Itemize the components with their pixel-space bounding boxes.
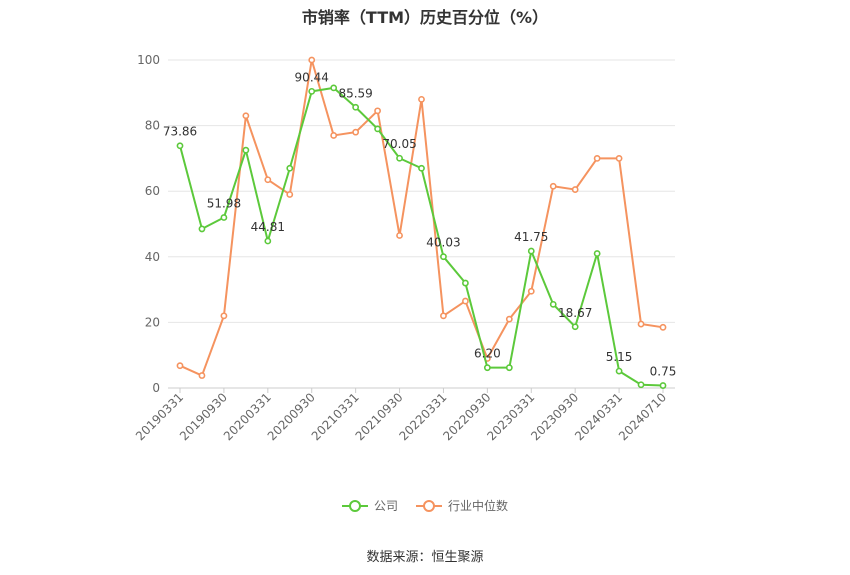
industry-data-point xyxy=(198,372,206,379)
industry-data-point xyxy=(374,107,381,115)
y-tick-label: 100 xyxy=(137,53,160,67)
company-data-point xyxy=(593,250,601,257)
industry-data-point xyxy=(352,128,360,136)
y-tick-label: 60 xyxy=(145,184,160,198)
company-data-point xyxy=(264,237,272,245)
company-data-point xyxy=(242,146,250,154)
industry-data-point xyxy=(396,232,403,239)
industry-series-line xyxy=(179,59,664,377)
company-data-point xyxy=(549,300,557,308)
data-label: 73.86 xyxy=(163,125,197,139)
chart-title: 市销率（TTM）历史百分位（%） xyxy=(301,8,549,27)
company-data-point xyxy=(615,367,623,375)
data-label: 44.81 xyxy=(251,220,285,234)
industry-data-point xyxy=(659,323,667,331)
data-label: 18.67 xyxy=(558,306,592,320)
legend-company-label: 公司 xyxy=(373,499,398,513)
industry-data-point xyxy=(462,297,469,305)
company-data-point xyxy=(440,253,447,261)
company-data-point xyxy=(176,142,184,150)
industry-data-point xyxy=(308,56,316,64)
data-label: 51.98 xyxy=(207,197,241,211)
industry-data-point xyxy=(286,191,294,198)
y-tick-label: 80 xyxy=(145,119,160,133)
industry-data-point xyxy=(220,312,228,320)
industry-data-point xyxy=(264,176,272,184)
company-data-point xyxy=(418,164,425,172)
industry-data-point xyxy=(637,320,645,328)
legend-company-swatch-icon xyxy=(341,499,368,512)
company-data-point xyxy=(527,247,535,255)
company-data-point xyxy=(374,125,381,133)
industry-data-point xyxy=(440,312,447,320)
legend: 公司 行业中位数 xyxy=(0,497,850,514)
x-tick-label: 20240710 xyxy=(616,390,669,443)
data-label: 70.05 xyxy=(382,137,416,151)
industry-data-point xyxy=(527,287,535,295)
data-label: 40.03 xyxy=(426,236,460,250)
company-data-point xyxy=(308,87,316,95)
data-label: 6.20 xyxy=(474,347,501,361)
company-data-point xyxy=(286,164,294,172)
company-data-point xyxy=(396,154,403,162)
data-source-note: 数据来源：恒生聚源 xyxy=(366,550,484,565)
company-data-point xyxy=(505,364,513,372)
legend-item-company[interactable]: 公司 xyxy=(341,497,398,514)
industry-data-point xyxy=(330,132,338,139)
industry-data-point xyxy=(571,186,579,193)
company-data-point xyxy=(198,225,206,233)
data-label: 0.75 xyxy=(650,365,677,379)
company-data-point xyxy=(637,381,645,389)
data-label: 85.59 xyxy=(338,86,372,100)
company-data-point xyxy=(659,382,667,389)
industry-data-point xyxy=(505,315,513,323)
company-data-point xyxy=(571,323,579,331)
company-data-point xyxy=(330,84,338,92)
industry-data-point xyxy=(418,95,425,103)
company-data-point xyxy=(462,279,469,287)
legend-item-industry-median[interactable]: 行业中位数 xyxy=(416,497,508,514)
y-tick-label: 40 xyxy=(145,250,160,264)
industry-data-point xyxy=(615,154,623,162)
industry-data-point xyxy=(176,362,184,370)
data-label: 5.15 xyxy=(606,350,633,364)
industry-data-point xyxy=(242,112,250,120)
data-label: 90.44 xyxy=(295,70,329,84)
legend-industry-swatch-icon xyxy=(416,499,442,512)
y-tick-label: 20 xyxy=(145,315,160,329)
industry-data-point xyxy=(549,182,557,190)
company-data-point xyxy=(483,364,491,372)
company-data-point xyxy=(220,214,228,221)
company-data-point xyxy=(352,103,360,111)
legend-industry-label: 行业中位数 xyxy=(448,499,509,513)
data-label: 41.75 xyxy=(514,230,548,244)
industry-data-point xyxy=(593,154,601,162)
y-tick-label: 0 xyxy=(152,381,160,395)
